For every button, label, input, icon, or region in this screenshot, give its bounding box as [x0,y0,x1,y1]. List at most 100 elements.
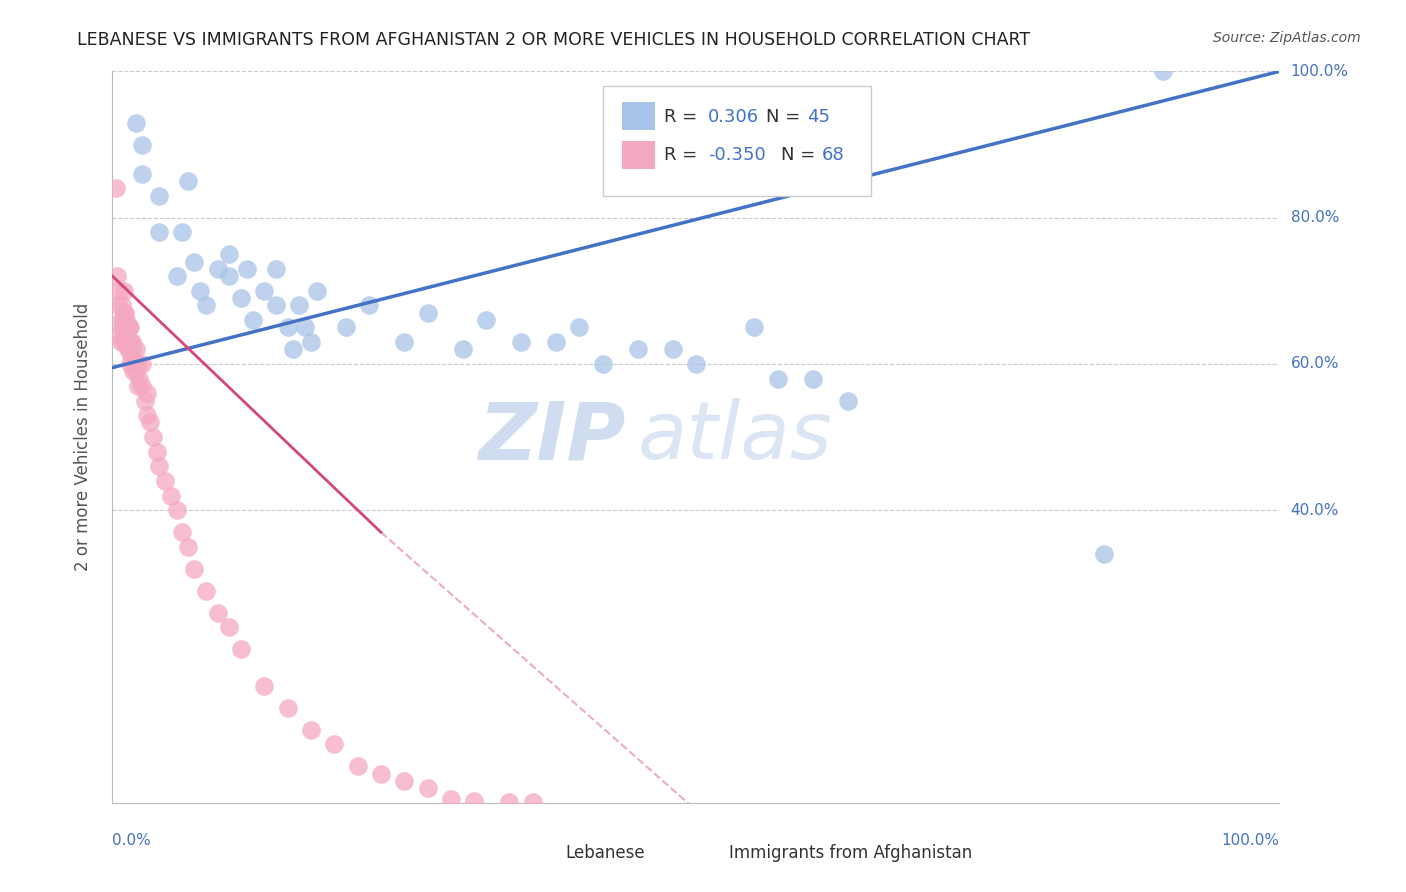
Text: 0.0%: 0.0% [112,833,152,848]
Point [568,320,591,334]
Point [111,320,134,334]
Text: 60.0%: 60.0% [1291,357,1339,371]
Point [177,174,200,188]
Point [112,327,135,342]
Text: -0.350: -0.350 [707,146,765,164]
Text: atlas: atlas [638,398,832,476]
Point [104,181,127,195]
Point [125,357,148,371]
Point [166,269,188,284]
Bar [533,841,558,863]
Point [207,261,229,276]
Point [120,350,142,364]
Point [118,343,141,357]
Point [112,284,135,298]
Point [131,137,153,152]
Point [134,393,156,408]
Point [128,371,150,385]
Point [136,386,159,401]
Point [105,269,128,284]
Text: 80.0%: 80.0% [1291,211,1339,225]
Point [183,562,205,576]
Point [127,357,149,371]
Point [118,334,141,349]
Text: 100.0%: 100.0% [1222,833,1279,848]
Point [837,393,859,408]
Point [294,320,316,334]
Point [766,371,789,385]
Point [166,503,188,517]
Point [136,408,159,422]
Point [242,313,264,327]
Point [229,642,252,657]
Point [118,357,141,371]
Point [148,459,170,474]
Point [117,343,139,357]
Text: 0.306: 0.306 [707,108,759,126]
Point [305,284,328,298]
Point [115,313,138,327]
Point [370,766,392,780]
Point [153,474,176,488]
Point [111,298,134,312]
Text: LEBANESE VS IMMIGRANTS FROM AFGHANISTAN 2 OR MORE VEHICLES IN HOUSEHOLD CORRELAT: LEBANESE VS IMMIGRANTS FROM AFGHANISTAN … [77,31,1031,49]
Text: Lebanese: Lebanese [565,844,645,862]
Point [148,225,170,239]
Point [394,773,416,788]
Point [122,343,145,357]
Point [121,334,143,349]
Text: R =: R = [665,108,703,126]
Point [120,334,142,349]
Point [276,320,298,334]
Text: N =: N = [766,108,806,126]
FancyBboxPatch shape [603,86,872,195]
Point [416,781,439,796]
Point [335,320,357,334]
Point [125,115,148,129]
Point [323,737,346,751]
Point [124,357,146,371]
Bar [623,141,655,169]
Point [139,416,162,430]
Point [125,364,148,378]
Point [299,334,322,349]
Y-axis label: 2 or more Vehicles in Household: 2 or more Vehicles in Household [73,303,91,571]
Point [127,379,149,393]
Point [475,313,498,327]
Text: 45: 45 [807,108,830,126]
Point [346,759,368,773]
Point [125,343,148,357]
Text: N =: N = [782,146,821,164]
Point [177,540,200,554]
Point [451,343,474,357]
Point [522,795,544,809]
Point [131,357,153,371]
Point [194,583,217,598]
Point [110,313,132,327]
Point [131,167,153,181]
Point [146,444,169,458]
Point [299,723,322,737]
Point [264,298,287,312]
Point [114,327,136,342]
Point [801,371,824,385]
Point [627,343,650,357]
Point [229,291,252,305]
Point [111,313,134,327]
Bar [623,102,655,130]
Point [394,334,416,349]
Point [172,225,194,239]
Text: 68: 68 [823,146,845,164]
Point [1094,547,1116,561]
Bar [696,841,721,863]
Point [108,284,131,298]
Point [218,620,240,634]
Text: R =: R = [665,146,703,164]
Point [544,334,567,349]
Point [235,261,257,276]
Point [283,343,305,357]
Point [218,247,240,261]
Point [218,269,240,284]
Point [207,606,229,620]
Text: 100.0%: 100.0% [1291,64,1348,78]
